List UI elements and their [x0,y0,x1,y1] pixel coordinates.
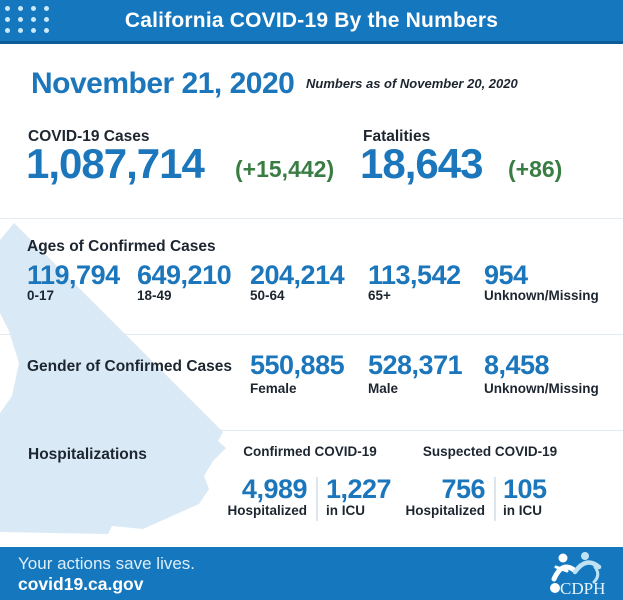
ages-group-label: 50-64 [250,288,285,303]
confirmed-hospitalized-value: 4,989 [241,474,308,504]
fatalities-daily-change: (+86) [508,156,563,182]
as-of-note: Numbers as of November 20, 2020 [306,76,518,91]
report-date: November 21, 2020 [31,67,295,100]
ages-group-label: 65+ [368,288,391,303]
section-divider [0,334,623,335]
vertical-divider [316,477,318,521]
fatalities-value: 18,643 [360,140,483,187]
confirmed-icu-label: in ICU [326,503,365,518]
ages-value-unknown: 954 [484,260,528,290]
gender-group-label: Unknown/Missing [484,381,599,396]
cases-label: COVID-19 Cases [28,128,150,145]
suspected-icu-label: in ICU [503,503,542,518]
dot-grid-decoration [5,6,57,39]
ages-group-label: 18-49 [137,288,172,303]
suspected-icu-value: 105 [503,474,547,504]
gender-value-male: 528,371 [368,350,463,380]
cdph-logo: CDPH [550,552,605,598]
ages-value-0-17: 119,794 [27,260,120,290]
gender-group-label: Female [250,381,297,396]
ages-group-label: 0-17 [27,288,55,303]
vertical-divider [494,477,496,521]
confirmed-icu-value: 1,227 [326,474,392,504]
gender-group-label: Male [368,381,399,396]
ages-value-65-plus: 113,542 [368,260,461,290]
confirmed-hospitalized-label: Hospitalized [227,503,307,518]
page-title: California COVID-19 By the Numbers [124,8,499,32]
cases-daily-change: (+15,442) [235,156,335,182]
header-bar: California COVID-19 By the Numbers [0,0,623,44]
gender-section-label: Gender of Confirmed Cases [27,358,232,375]
footer-bar: Your actions save lives. covid19.ca.gov … [0,547,623,600]
gender-value-unknown: 8,458 [484,350,550,380]
ages-value-50-64: 204,214 [250,260,345,290]
suspected-covid-header: Suspected COVID-19 [422,444,558,459]
section-divider [0,430,623,431]
gender-value-female: 550,885 [250,350,345,380]
suspected-hospitalized-value: 756 [441,474,485,504]
ages-value-18-49: 649,210 [137,260,232,290]
covid19-ca-gov-link[interactable]: covid19.ca.gov [18,574,144,594]
confirmed-covid-header: Confirmed COVID-19 [243,444,377,459]
hospitalizations-section-label: Hospitalizations [28,446,147,463]
ages-group-label: Unknown/Missing [484,288,599,303]
suspected-hospitalized-label: Hospitalized [405,503,485,518]
section-divider [0,218,623,219]
cases-value: 1,087,714 [26,140,205,187]
svg-text:CDPH: CDPH [560,579,605,598]
footer-message: Your actions save lives. [18,554,196,573]
ages-section-label: Ages of Confirmed Cases [27,238,216,255]
fatalities-label: Fatalities [363,128,431,145]
